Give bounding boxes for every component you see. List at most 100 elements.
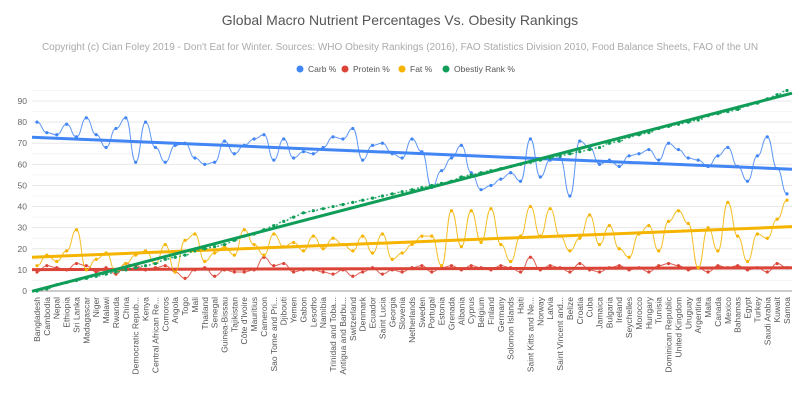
- data-point: [716, 249, 720, 253]
- x-tick-label: Germany: [496, 296, 506, 332]
- x-tick-label: Seychelles: [624, 297, 634, 338]
- data-point: [518, 270, 523, 274]
- data-point: [637, 152, 641, 156]
- x-tick-label: Cuba: [585, 297, 595, 318]
- x-tick-label: Cambodia: [42, 297, 52, 336]
- x-tick-label: Canada: [713, 297, 723, 327]
- x-tick-label: Switzerland: [348, 297, 358, 341]
- data-point: [390, 192, 394, 196]
- legend-swatch: [442, 65, 450, 73]
- x-tick-label: Saudi Arabia: [762, 297, 772, 345]
- data-point: [380, 272, 384, 276]
- data-point: [469, 264, 473, 268]
- data-point: [35, 120, 39, 124]
- data-point: [440, 169, 444, 173]
- data-point: [647, 147, 651, 152]
- data-point: [45, 131, 49, 135]
- x-tick-label: Sri Lanka: [71, 297, 81, 333]
- data-point: [518, 179, 523, 183]
- data-point: [578, 139, 582, 143]
- data-point: [351, 126, 355, 131]
- data-point: [45, 264, 49, 268]
- data-point: [232, 253, 236, 257]
- data-point: [331, 204, 335, 209]
- data-point: [193, 156, 197, 160]
- data-point: [272, 158, 276, 162]
- data-point: [449, 264, 454, 268]
- data-point: [84, 116, 88, 120]
- x-tick-label: Netherlands: [407, 297, 417, 343]
- data-point: [124, 268, 128, 272]
- data-point: [272, 223, 276, 228]
- data-point: [124, 116, 128, 120]
- data-point: [35, 270, 39, 274]
- data-point: [657, 158, 661, 162]
- data-point: [262, 253, 266, 257]
- data-point: [568, 270, 572, 274]
- data-point: [252, 137, 256, 141]
- data-point: [499, 177, 503, 181]
- data-point: [203, 259, 207, 264]
- x-tick-label: Guinea-Bissau: [220, 297, 230, 353]
- data-point: [370, 196, 375, 200]
- data-point: [538, 175, 542, 179]
- data-point: [597, 145, 602, 150]
- data-point: [104, 145, 108, 150]
- data-point: [173, 270, 177, 274]
- x-tick-label: Norway: [535, 296, 545, 326]
- data-point: [282, 137, 286, 141]
- x-tick-label: Malta: [703, 297, 713, 318]
- data-point: [390, 257, 394, 261]
- data-point: [765, 135, 769, 139]
- series-carb: [31, 116, 793, 198]
- x-tick-label: Ecuador: [368, 297, 378, 329]
- x-tick-label: Gabon: [298, 297, 308, 323]
- data-point: [321, 247, 325, 251]
- x-tick-label: China: [121, 297, 131, 319]
- data-point: [341, 137, 345, 141]
- data-point: [74, 228, 79, 232]
- x-tick-label: Belize: [565, 297, 575, 320]
- x-axis: Bangladesh Cambodia Nepal Ethiopia Sri Lanka…: [32, 296, 792, 374]
- x-tick-label: United Kingdom: [673, 297, 683, 357]
- data-point: [736, 234, 740, 238]
- data-point: [420, 234, 424, 238]
- data-point: [291, 240, 296, 245]
- data-point: [430, 270, 434, 274]
- data-point: [686, 156, 690, 160]
- data-point: [153, 261, 158, 266]
- data-point: [785, 88, 789, 93]
- data-point: [745, 259, 750, 264]
- data-point: [755, 154, 759, 158]
- x-tick-label: Finland: [486, 297, 496, 325]
- data-point: [528, 255, 533, 259]
- data-point: [400, 270, 404, 274]
- x-tick-label: Albania: [456, 297, 466, 326]
- x-tick-label: Saint Kitts and Ne...: [525, 297, 535, 372]
- x-tick-label: Cyprus: [466, 297, 476, 324]
- x-tick-label: Ethiopia: [62, 297, 72, 328]
- data-point: [134, 266, 138, 270]
- y-tick-label: 20: [18, 244, 28, 254]
- x-tick-label: Belgium: [476, 297, 486, 328]
- x-tick-label: Dominican Republic: [664, 296, 674, 372]
- x-tick-label: Saint Vincent and...: [555, 297, 565, 371]
- x-tick-label: Côte d'Ivoire: [239, 297, 249, 345]
- data-point: [124, 261, 128, 266]
- x-tick-label: Morocco: [634, 297, 644, 330]
- data-point: [114, 126, 118, 131]
- data-point: [785, 192, 789, 196]
- y-axis: 0 10 20 30 40 50 60 70 80 90: [18, 96, 28, 296]
- x-tick-label: Kenya: [141, 297, 151, 321]
- data-point: [203, 162, 207, 166]
- data-point: [400, 190, 404, 194]
- x-tick-label: Tajikistan: [229, 297, 239, 332]
- data-point: [479, 188, 483, 192]
- legend-label: Carb %: [308, 64, 337, 74]
- x-tick-label: Estonia: [437, 297, 447, 326]
- x-tick-label: Antigua and Barbu...: [338, 297, 348, 375]
- x-tick-label: Saint Lucia: [377, 297, 387, 339]
- y-tick-label: 30: [18, 223, 28, 233]
- data-point: [578, 261, 582, 266]
- x-tick-label: Georgia: [387, 297, 397, 328]
